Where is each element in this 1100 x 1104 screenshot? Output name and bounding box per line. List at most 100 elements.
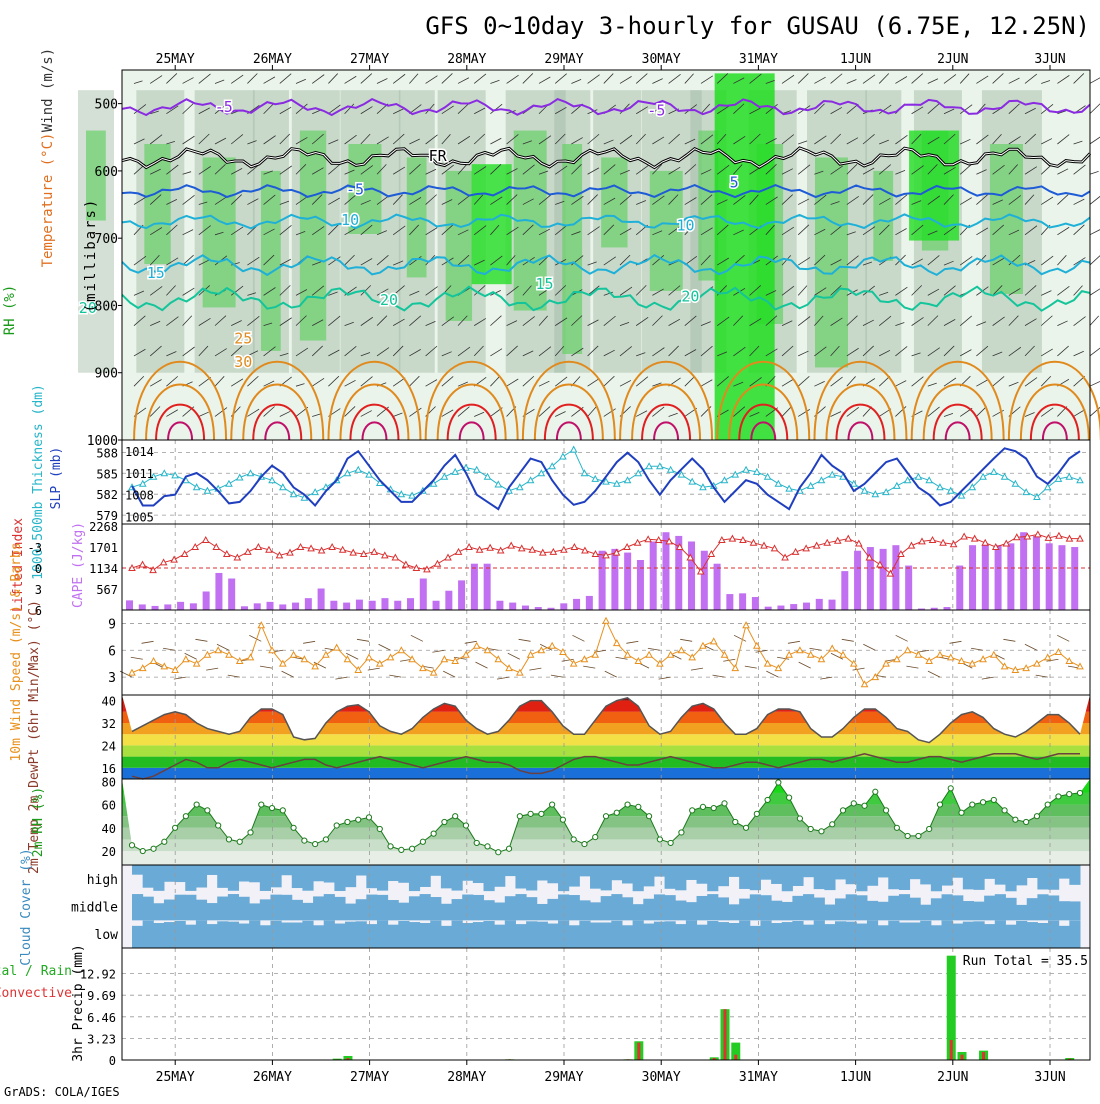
- wind-barb: [214, 231, 224, 236]
- rh-axis-title: 2m RH (%): [31, 787, 46, 857]
- wind-barb: [587, 194, 598, 205]
- cloud-high-cell: [909, 865, 921, 880]
- cloud-low-cell: [653, 921, 666, 948]
- isotherm-bubble: [230, 360, 325, 441]
- wind-barb: [182, 194, 195, 205]
- cloud-middle-cell: [1069, 901, 1081, 921]
- cloud-low-cell: [1026, 922, 1038, 948]
- cape-bar: [317, 588, 325, 610]
- lifted-index-line-marker: [739, 535, 747, 543]
- thickness-line-marker: [623, 476, 632, 484]
- date-label-bottom: 27MAY: [350, 1070, 389, 1085]
- wind-speed-line-marker: [989, 650, 998, 658]
- wind-speed-line-marker: [688, 653, 697, 661]
- wind-barb: [198, 201, 208, 205]
- wind-barb: [182, 346, 195, 357]
- thickness-line-marker: [343, 469, 352, 477]
- precip-convective-bar: [960, 1054, 964, 1060]
- rh-line-marker: [829, 821, 836, 828]
- wind-speed-line-marker: [1076, 662, 1084, 670]
- cloud-middle-cell: [824, 904, 836, 921]
- cloud-middle-cell: [472, 894, 485, 921]
- cape-bar: [790, 604, 798, 610]
- thickness-line-marker: [957, 491, 966, 499]
- wind-barb: [814, 254, 826, 266]
- isotherm-bubble: [653, 421, 680, 441]
- wind-barb: [149, 406, 161, 417]
- temperature-band: [122, 711, 1090, 723]
- rh-line-marker: [613, 809, 620, 816]
- cloud-middle-cell: [206, 903, 218, 921]
- cloud-low-cell: [579, 920, 591, 948]
- wind-barb: [506, 255, 516, 266]
- cloud-high-cell: [685, 865, 698, 880]
- wind-barb: [522, 164, 535, 175]
- cloud-high-cell: [217, 865, 229, 888]
- rh-line-marker: [182, 813, 189, 820]
- rh-column-green: [406, 157, 427, 278]
- cloud-middle-cell: [888, 895, 900, 921]
- wind-barb: [1089, 103, 1100, 115]
- wind-barb: [457, 195, 471, 205]
- precip-tick-label: 3.23: [87, 1032, 116, 1046]
- thickness-line-marker: [591, 474, 600, 482]
- wind-barb: [943, 225, 957, 236]
- wind-speed-line-marker: [257, 621, 266, 629]
- rh-line-marker: [839, 807, 847, 814]
- lifted-index-line-marker: [138, 560, 147, 568]
- surface-wind-barb: [335, 676, 348, 680]
- cape-bar: [1045, 543, 1053, 610]
- cloud-high-cell: [302, 865, 314, 891]
- rh-line-marker: [1023, 818, 1030, 826]
- wind-barb: [522, 350, 534, 357]
- thickness-line-marker: [817, 476, 826, 484]
- surface-wind-barb: [690, 667, 704, 671]
- wind-speed-line-marker: [849, 659, 858, 667]
- cape-bar: [854, 550, 862, 610]
- wind-speed-line-marker: [709, 637, 718, 645]
- cloud-high-cell: [845, 865, 857, 885]
- wind-speed-line-marker: [322, 650, 330, 658]
- wind-barb: [311, 285, 325, 296]
- cloud-low-cell: [856, 923, 868, 948]
- wind-barb: [895, 135, 908, 145]
- cloud-high-cell: [419, 865, 431, 887]
- wind-barb: [441, 316, 455, 326]
- upper-axis-title-part: Temperature (°C): [40, 133, 56, 268]
- wind-speed-line-marker: [278, 659, 287, 667]
- wind-barb: [619, 322, 630, 327]
- wind-barb: [457, 103, 469, 115]
- thickness-line-marker: [515, 483, 524, 491]
- wind-barb: [182, 171, 192, 175]
- wind-barb: [311, 194, 323, 205]
- cloud-high-cell: [856, 865, 868, 892]
- wind-barb: [862, 226, 876, 236]
- wind-barb: [214, 196, 228, 205]
- temperature-mask: [122, 695, 1090, 743]
- wind-barb: [927, 315, 939, 326]
- contour-label: 10: [341, 211, 359, 229]
- rh-line-marker: [710, 804, 717, 812]
- wind-barb: [360, 285, 372, 296]
- surface-wind-barb: [841, 638, 854, 642]
- wind-barb: [668, 412, 678, 417]
- wind-barb: [506, 168, 518, 175]
- wind-speed-line-marker: [332, 643, 341, 651]
- wind-barb: [409, 375, 420, 387]
- surface-wind-barb: [744, 665, 757, 669]
- wind-barb: [992, 224, 1005, 236]
- line-layer: [119, 73, 1100, 1061]
- wind-barb: [716, 164, 730, 175]
- lifted-index-line-marker: [675, 542, 684, 550]
- wind-speed-line-marker: [192, 659, 201, 667]
- cloud-low-cell: [142, 920, 154, 948]
- wind-barb: [1089, 255, 1100, 266]
- surface-wind-barb: [507, 652, 520, 660]
- wind-barb: [781, 226, 795, 236]
- cloud-middle-cell: [185, 894, 197, 921]
- lifted-index-line-marker: [812, 541, 821, 549]
- wind-barb: [879, 291, 889, 296]
- rh-line-marker: [430, 830, 437, 837]
- wind-barb: [457, 254, 470, 266]
- wind-speed-line-marker: [623, 650, 632, 658]
